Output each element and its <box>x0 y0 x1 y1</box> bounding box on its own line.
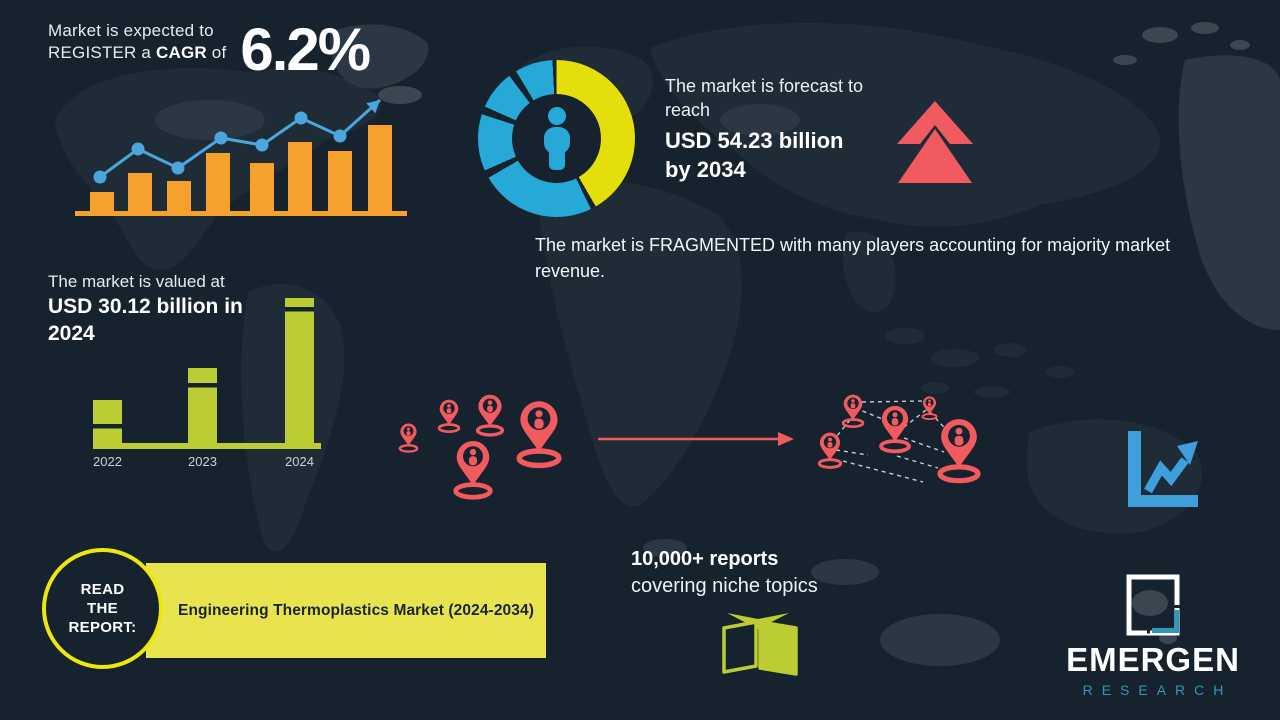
valuation-block: The market is valued at USD 30.12 billio… <box>48 270 243 347</box>
bar-stripe <box>285 307 314 312</box>
person-icon <box>543 106 570 170</box>
trend-point <box>255 138 269 152</box>
emergen-research-logo: EMERGEN RESEARCH <box>1062 574 1244 698</box>
trend-point <box>214 131 228 145</box>
valuation-bar <box>93 400 122 443</box>
trend-point <box>171 161 185 175</box>
valuation-bar-chart: 2022 2023 2024 <box>93 298 321 469</box>
valuation-value2: 2024 <box>48 322 95 345</box>
valuation-line1: The market is valued at <box>48 272 225 291</box>
trend-arrowhead-icon <box>366 100 380 114</box>
report-banner-text: Engineering Thermoplastics Market (2024-… <box>178 601 534 619</box>
read-report-button[interactable]: READ THE REPORT: <box>42 548 163 669</box>
growth-bar-chart-trend-arrow-icon <box>75 98 407 216</box>
valuation-value: USD 30.12 billion in <box>48 295 243 318</box>
reports-count: 10,000+ reports <box>631 548 779 570</box>
cagr-block: Market is expected to REGISTER a CAGR of… <box>48 16 371 83</box>
valuation-bar <box>188 368 217 443</box>
reports-line2: covering niche topics <box>631 575 818 597</box>
cagr-value: 6.2% <box>240 16 371 83</box>
logo-square-icon <box>1126 574 1180 636</box>
year-label: 2024 <box>285 454 314 469</box>
valuation-bar <box>285 298 314 443</box>
forecast-value: USD 54.23 billion <box>665 128 844 153</box>
valuation-baseline <box>93 443 321 449</box>
double-up-arrow-icon <box>897 101 973 183</box>
read-report-line3: REPORT: <box>68 619 137 636</box>
trend-point <box>333 129 347 143</box>
bar-stripe <box>188 383 217 388</box>
trend-point <box>93 170 107 184</box>
forecast-line1: The market is forecast to <box>665 76 864 96</box>
trend-line <box>99 98 382 179</box>
growth-baseline <box>75 211 407 216</box>
year-label: 2022 <box>93 454 122 469</box>
open-book-icon <box>722 613 798 676</box>
cagr-line2: REGISTER a CAGR of <box>48 43 227 62</box>
growth-bar <box>288 142 312 211</box>
read-report-line1: READ <box>80 581 125 598</box>
report-banner[interactable]: Engineering Thermoplastics Market (2024-… <box>146 563 546 658</box>
logo-title: EMERGEN <box>1066 641 1240 678</box>
cagr-line1: Market is expected to <box>48 21 214 40</box>
growth-bar <box>368 125 392 211</box>
year-label: 2023 <box>188 454 217 469</box>
bar-stripe <box>93 424 122 429</box>
forecast-value2: by 2034 <box>665 157 746 182</box>
read-report-line2: THE <box>87 600 118 617</box>
growth-bar <box>90 192 114 211</box>
line-chart-up-arrow-icon <box>1128 431 1198 507</box>
growth-bar <box>250 163 274 211</box>
reports-block: 10,000+ reports covering niche topics <box>631 546 818 600</box>
trend-point <box>294 111 308 125</box>
donut-center <box>512 94 601 183</box>
forecast-block: The market is forecast to reach USD 54.2… <box>665 74 863 184</box>
forecast-line2: reach <box>665 100 711 120</box>
growth-bar <box>206 153 230 211</box>
logo-subtitle: RESEARCH <box>1082 682 1233 698</box>
trend-point <box>131 142 145 156</box>
growth-bar <box>128 173 152 211</box>
growth-bar <box>328 151 352 211</box>
growth-bar <box>167 181 191 211</box>
fragmented-note: The market is FRAGMENTED with many playe… <box>535 235 1171 281</box>
